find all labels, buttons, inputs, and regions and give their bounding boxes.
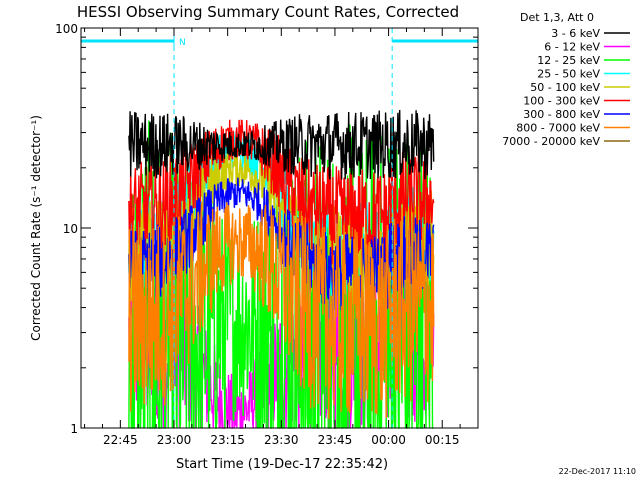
y-tick-label: 100: [55, 22, 78, 36]
series-line-800-7000-kev: [128, 202, 435, 419]
plot-area: N 22:45 23:00 23:15 23:30 23:45 00:00 00:15 1 10 1…: [55, 22, 630, 447]
legend-label: 12 - 25 keV: [537, 54, 600, 67]
x-tick-label: 23:30: [264, 433, 299, 447]
timestamp-label: 22-Dec-2017 11:10: [559, 467, 636, 476]
x-tick-label: 23:45: [318, 433, 353, 447]
x-tick-label: 22:45: [103, 433, 138, 447]
saa-flag-label: N: [179, 38, 186, 48]
series-line-100-300-kev: [128, 119, 435, 265]
x-tick-label: 23:00: [157, 433, 192, 447]
x-tick-label: 00:15: [425, 433, 460, 447]
legend-label: 50 - 100 keV: [530, 81, 600, 94]
series-line-3-6-kev: [128, 109, 435, 180]
legend-label: 800 - 7000 keV: [516, 122, 600, 135]
x-axis-label: Start Time (19-Dec-17 22:35:42): [176, 457, 388, 472]
legend-label: 3 - 6 keV: [551, 27, 600, 40]
y-tick-label: 10: [63, 222, 78, 236]
x-tick-label: 23:15: [210, 433, 245, 447]
legend-title: Det 1,3, Att 0: [520, 11, 594, 24]
y-axis-label: Corrected Count Rate (s⁻¹ detector⁻¹): [29, 115, 43, 341]
x-tick-label: 00:00: [371, 433, 406, 447]
legend-label: 100 - 300 keV: [523, 95, 600, 108]
legend-label: 7000 - 20000 keV: [502, 135, 600, 148]
legend-label: 300 - 800 keV: [523, 108, 600, 121]
chart-title: HESSI Observing Summary Count Rates, Cor…: [77, 3, 459, 21]
y-tick-label: 1: [70, 422, 78, 436]
legend-label: 6 - 12 keV: [544, 41, 600, 54]
legend-label: 25 - 50 keV: [537, 68, 600, 81]
